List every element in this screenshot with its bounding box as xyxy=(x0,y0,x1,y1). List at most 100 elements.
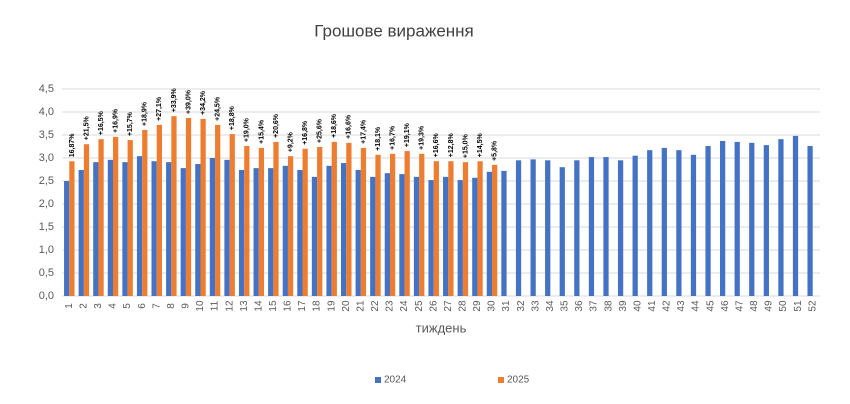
bar xyxy=(238,169,245,296)
bar xyxy=(545,160,551,296)
x-tick-label: 35 xyxy=(560,300,571,312)
legend-swatch xyxy=(498,377,504,383)
x-tick-label: 45 xyxy=(705,300,716,312)
x-tick-label: 14 xyxy=(253,300,264,312)
x-tick-label: 40 xyxy=(632,300,643,312)
data-label: +18,6% xyxy=(331,113,338,138)
x-tick-label: 26 xyxy=(428,300,439,312)
y-tick-label: 0,0 xyxy=(39,290,54,302)
x-tick-label: 34 xyxy=(545,300,556,312)
bar xyxy=(734,141,740,296)
y-tick-label: 1,5 xyxy=(39,221,54,233)
bar xyxy=(661,147,667,296)
x-tick-label: 29 xyxy=(472,300,483,312)
y-tick-label: 3,0 xyxy=(39,152,54,164)
bar xyxy=(282,165,288,296)
y-tick-label: 2,5 xyxy=(39,175,54,187)
data-label: +18,1% xyxy=(375,126,382,151)
y-tick-label: 2,0 xyxy=(39,198,54,210)
data-label: +19,3% xyxy=(419,125,426,150)
x-tick-label: 2 xyxy=(79,303,90,309)
data-label: +25,6% xyxy=(317,118,324,143)
x-tick-label: 49 xyxy=(764,300,775,312)
x-tick-label: 16 xyxy=(283,300,294,312)
bar xyxy=(404,151,410,296)
x-tick-label: 27 xyxy=(443,300,454,312)
x-tick-label: 10 xyxy=(195,300,206,312)
bar xyxy=(107,159,114,296)
bar xyxy=(501,170,507,296)
bar xyxy=(258,147,265,296)
bar xyxy=(122,162,128,296)
bar xyxy=(433,161,439,296)
data-label: +18,8% xyxy=(229,105,236,130)
bar xyxy=(807,146,813,296)
data-label: +15,4% xyxy=(258,119,265,144)
data-label: 16,87% xyxy=(69,133,76,158)
x-tick-label: 4 xyxy=(108,303,119,309)
bar xyxy=(486,171,493,296)
data-label: +15,7% xyxy=(127,111,134,136)
x-tick-label: 18 xyxy=(312,300,323,312)
bar xyxy=(632,155,638,296)
x-tick-label: 21 xyxy=(355,300,366,312)
bar xyxy=(98,139,104,296)
bar xyxy=(515,160,522,296)
x-tick-label: 23 xyxy=(385,300,396,312)
bar xyxy=(180,168,186,296)
bar xyxy=(428,180,434,296)
x-tick-label: 5 xyxy=(122,303,133,309)
data-label: +12,8% xyxy=(448,133,455,158)
data-label: +16,9% xyxy=(112,108,119,133)
x-tick-label: 41 xyxy=(647,300,658,312)
bar xyxy=(244,146,250,296)
bar xyxy=(200,118,206,297)
bar xyxy=(64,181,70,296)
data-label: +16,6% xyxy=(346,114,353,139)
data-label: +21,5% xyxy=(83,115,90,140)
bar xyxy=(326,165,332,296)
data-label: +20,6% xyxy=(273,113,280,138)
bar xyxy=(113,136,119,296)
x-tick-label: 15 xyxy=(268,300,279,312)
x-tick-label: 50 xyxy=(778,300,789,312)
legend-label: 2025 xyxy=(507,375,530,386)
x-tick-label: 17 xyxy=(297,300,308,312)
x-tick-label: 8 xyxy=(166,303,177,309)
x-tick-label: 36 xyxy=(574,300,585,312)
x-tick-label: 19 xyxy=(326,300,337,312)
data-label: +27,1% xyxy=(156,96,163,121)
x-tick-label: 25 xyxy=(414,300,425,312)
bar xyxy=(492,164,498,296)
bar xyxy=(559,167,565,296)
bar xyxy=(477,161,483,296)
x-tick-label: 38 xyxy=(603,300,614,312)
bar xyxy=(273,141,279,296)
data-label: +16,8% xyxy=(302,120,309,145)
x-tick-label: 6 xyxy=(137,303,148,309)
x-tick-label: 30 xyxy=(487,300,498,312)
x-tick-label: 22 xyxy=(370,300,381,312)
data-label: +16,7% xyxy=(389,125,396,150)
x-tick-label: 51 xyxy=(793,300,804,312)
y-tick-label: 3,5 xyxy=(39,129,54,141)
x-tick-label: 48 xyxy=(749,300,760,312)
bar xyxy=(341,163,347,296)
legend-swatch xyxy=(375,377,381,383)
x-tick-label: 39 xyxy=(618,300,629,312)
bar xyxy=(457,180,463,296)
data-label: +24,5% xyxy=(215,96,222,121)
bar xyxy=(355,169,361,296)
bar xyxy=(151,161,157,296)
bar xyxy=(443,176,449,296)
bar xyxy=(792,135,799,296)
legend-label: 2024 xyxy=(384,375,407,386)
bar xyxy=(749,142,755,296)
bar xyxy=(136,156,143,296)
x-tick-label: 37 xyxy=(589,300,600,312)
bar xyxy=(419,153,425,296)
x-tick-label: 12 xyxy=(224,300,235,312)
data-label: +18,9% xyxy=(142,101,149,126)
bar xyxy=(360,147,367,296)
